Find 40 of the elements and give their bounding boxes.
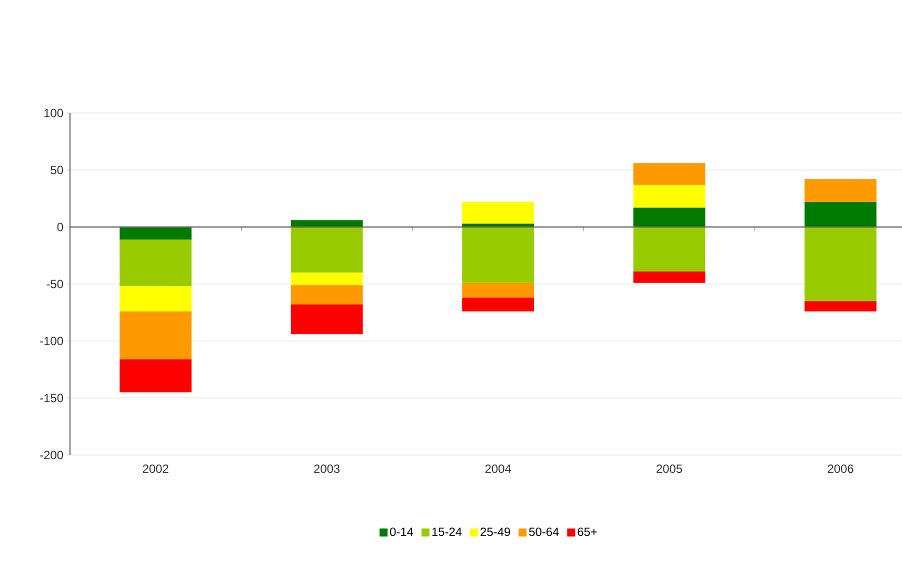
x-tick-label: 2002 bbox=[142, 464, 168, 473]
y-tick-label: -150 bbox=[40, 394, 64, 402]
x-tick-label: 2005 bbox=[656, 464, 682, 473]
bar bbox=[120, 226, 192, 240]
bar bbox=[633, 226, 706, 272]
x-tick-label: 2003 bbox=[314, 464, 340, 473]
y-tick-label: -100 bbox=[40, 336, 64, 346]
bar bbox=[290, 304, 363, 334]
bar bbox=[120, 286, 192, 312]
y-tick-label: 50 bbox=[50, 166, 64, 174]
bar bbox=[290, 272, 363, 286]
bar bbox=[633, 184, 706, 208]
legend-label: 0-14 bbox=[390, 528, 414, 536]
bar bbox=[804, 301, 876, 312]
y-tick-label: -200 bbox=[40, 450, 64, 460]
bar bbox=[462, 282, 534, 298]
x-tick-label: 2006 bbox=[828, 464, 854, 473]
bar bbox=[290, 220, 363, 227]
bar bbox=[290, 226, 363, 273]
bar bbox=[462, 226, 534, 283]
bar bbox=[804, 179, 876, 202]
bar bbox=[120, 311, 192, 360]
bar bbox=[462, 202, 534, 224]
bar bbox=[120, 240, 192, 286]
bar bbox=[804, 226, 876, 302]
legend-label: 25-49 bbox=[480, 528, 510, 536]
y-tick-label: 100 bbox=[44, 108, 64, 118]
bar bbox=[290, 285, 363, 305]
bar bbox=[633, 208, 706, 227]
bar bbox=[120, 359, 192, 392]
legend-label: 50-64 bbox=[529, 528, 559, 536]
bar bbox=[633, 271, 706, 283]
bar bbox=[462, 298, 534, 312]
legend-label: 65+ bbox=[578, 528, 597, 536]
x-tick-label: 2004 bbox=[485, 464, 512, 473]
bar bbox=[804, 202, 876, 227]
y-tick-label: -50 bbox=[46, 280, 64, 288]
y-tick-label: 0 bbox=[57, 222, 64, 232]
legend-label: 15-24 bbox=[432, 528, 462, 536]
bar bbox=[633, 163, 706, 185]
